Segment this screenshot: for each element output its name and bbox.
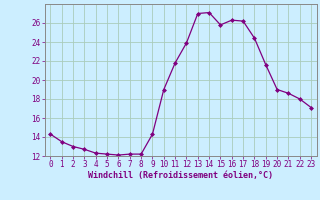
X-axis label: Windchill (Refroidissement éolien,°C): Windchill (Refroidissement éolien,°C) <box>88 171 273 180</box>
